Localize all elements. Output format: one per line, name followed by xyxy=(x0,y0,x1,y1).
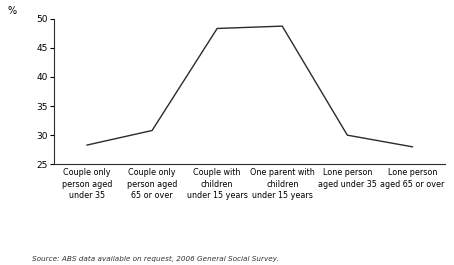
Text: %: % xyxy=(8,6,17,16)
Text: Source: ABS data available on request, 2006 General Social Survey.: Source: ABS data available on request, 2… xyxy=(32,256,279,262)
